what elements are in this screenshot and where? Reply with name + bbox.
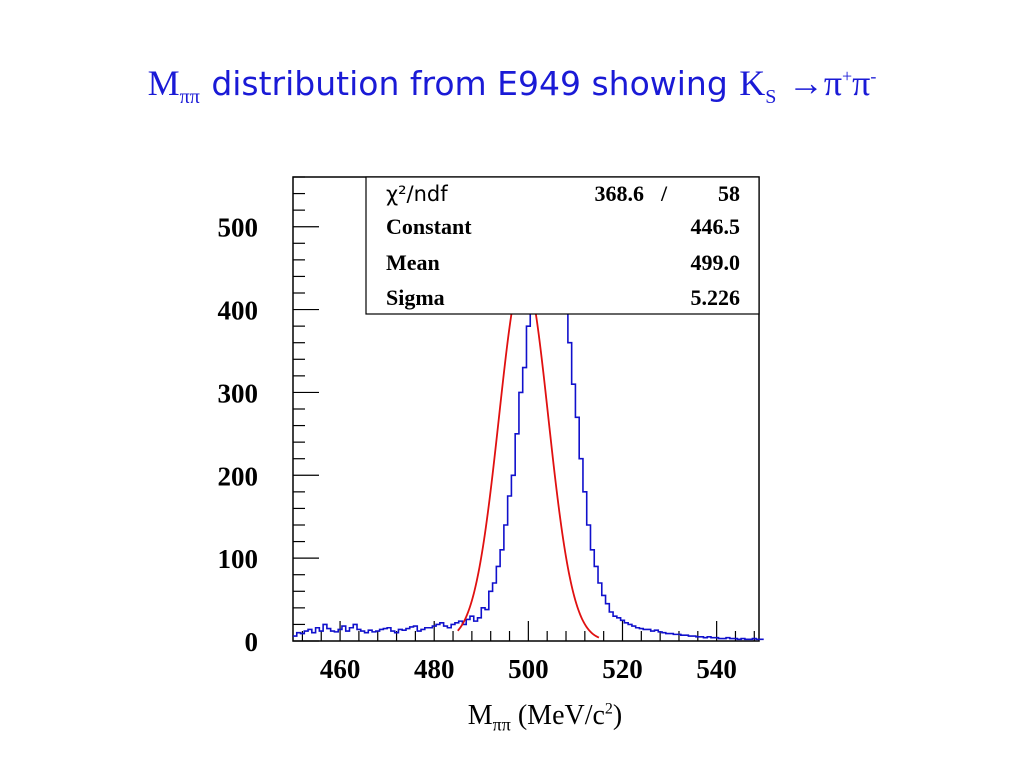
- y-tick-label: 0: [245, 627, 259, 657]
- y-tick-label: 500: [218, 213, 259, 243]
- sigma-label: Sigma: [386, 285, 445, 310]
- stats-box: χ²/ndf 368.6 / 58 Constant 446.5 Mean 49…: [365, 176, 760, 315]
- chi2-value: 368.6: [595, 181, 645, 206]
- y-tick-label: 300: [218, 378, 259, 408]
- title-k-subscript: S: [765, 86, 777, 109]
- title-minus: -: [870, 66, 877, 86]
- x-tick-label: 540: [696, 654, 737, 684]
- y-tick-label: 200: [218, 461, 259, 491]
- x-axis-title-sub: ππ: [492, 714, 511, 735]
- y-ticks: [293, 176, 319, 642]
- title-m-subscript: ππ: [179, 86, 200, 109]
- x-tick-label: 520: [602, 654, 643, 684]
- x-axis-title-sup: 2: [604, 700, 613, 718]
- sigma-value: 5.226: [691, 285, 741, 310]
- y-tick-label: 400: [218, 296, 259, 326]
- chi2-slash: /: [660, 181, 668, 206]
- title-text: distribution from E949 showing: [211, 64, 728, 103]
- x-axis-title-m: M: [467, 700, 493, 731]
- y-tick-label: 100: [218, 544, 259, 574]
- x-axis-title-units: (MeV/c: [517, 700, 605, 731]
- x-ticks: [301, 621, 755, 641]
- title-pi: π: [852, 63, 871, 103]
- stats-box-frame: [365, 176, 760, 315]
- mean-label: Mean: [386, 250, 440, 275]
- mean-value: 499.0: [691, 250, 741, 275]
- x-tick-labels: 460 480 500 520 540: [320, 654, 737, 684]
- x-tick-label: 460: [320, 654, 361, 684]
- title-k: K: [739, 63, 766, 103]
- ndf-value: 58: [718, 181, 740, 206]
- constant-value: 446.5: [691, 214, 741, 239]
- x-tick-label: 480: [414, 654, 455, 684]
- title-plus: +: [842, 66, 853, 86]
- x-axis-title: Mππ (MeV/c2): [0, 700, 1024, 736]
- title-m: M: [147, 63, 180, 103]
- x-tick-label: 500: [508, 654, 549, 684]
- x-axis-title-close: ): [612, 700, 623, 731]
- title-arrow-pi: →π: [787, 63, 843, 103]
- y-tick-labels: 0 100 200 300 400 500: [218, 213, 259, 657]
- histogram-series: [293, 217, 764, 641]
- constant-label: Constant: [386, 214, 472, 239]
- slide-title: Mππ distribution from E949 showing KS →π…: [0, 62, 1024, 109]
- chi2-label: χ²/ndf: [386, 182, 448, 206]
